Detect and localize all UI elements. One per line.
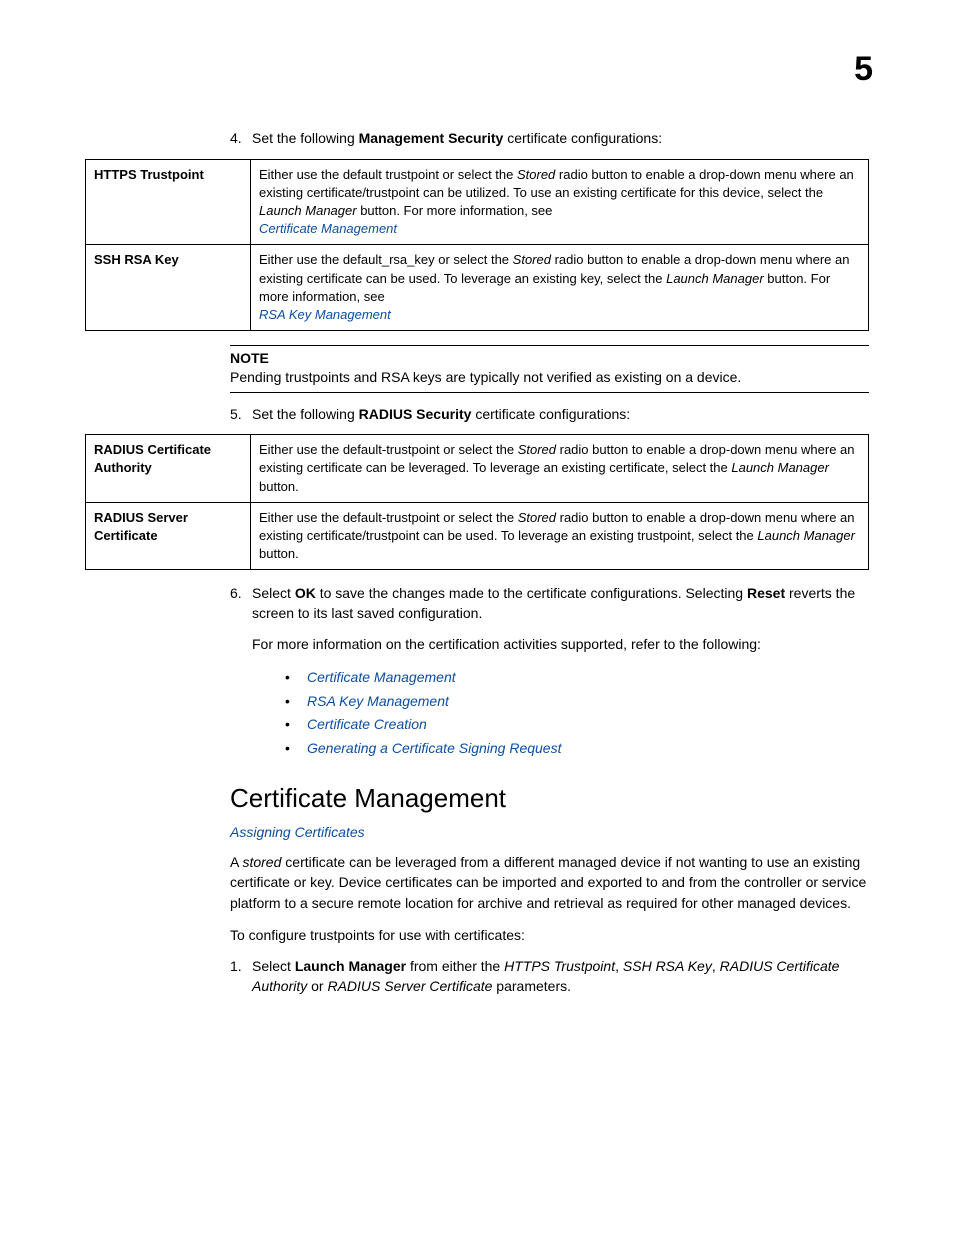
italic-text: Stored [518, 510, 556, 525]
section-heading: Certificate Management [230, 783, 869, 814]
step-number: 4. [230, 129, 252, 149]
bold-text: Management Security [359, 130, 504, 146]
text: button. For more information, see [357, 203, 553, 218]
text: Either use the default trustpoint or sel… [259, 167, 517, 182]
row-desc: Either use the default_rsa_key or select… [251, 245, 869, 331]
italic-text: SSH RSA Key [623, 958, 712, 974]
text: from either the [406, 958, 504, 974]
text: certificate can be leveraged from a diff… [230, 854, 866, 911]
bold-text: RADIUS Security [359, 406, 472, 422]
rule [230, 392, 869, 393]
text: to save the changes made to the certific… [316, 585, 747, 601]
text: , [712, 958, 720, 974]
step-text: Select Launch Manager from either the HT… [252, 957, 869, 996]
csr-link[interactable]: Generating a Certificate Signing Request [307, 740, 561, 756]
info-line: For more information on the certificatio… [252, 634, 869, 654]
text: Set the following [252, 130, 359, 146]
table-row: SSH RSA Key Either use the default_rsa_k… [86, 245, 869, 331]
step-number: 5. [230, 405, 252, 425]
text: button. [259, 546, 299, 561]
certificate-management-link[interactable]: Certificate Management [307, 669, 456, 685]
italic-text: stored [242, 854, 281, 870]
italic-text: Launch Manager [259, 203, 357, 218]
row-desc: Either use the default trustpoint or sel… [251, 159, 869, 245]
text: certificate configurations: [471, 406, 630, 422]
step-number: 1. [230, 957, 252, 996]
text: Either use the default-trustpoint or sel… [259, 442, 518, 457]
text: A [230, 854, 242, 870]
text: Select [252, 958, 295, 974]
chapter-number: 5 [85, 50, 873, 89]
italic-text: Launch Manager [666, 271, 764, 286]
rule [230, 345, 869, 346]
paragraph: To configure trustpoints for use with ce… [230, 925, 869, 945]
page: 5 4. Set the following Management Securi… [0, 0, 954, 1066]
rsa-key-management-link[interactable]: RSA Key Management [307, 693, 449, 709]
note-title: NOTE [230, 350, 869, 366]
text: button. [259, 479, 299, 494]
row-desc: Either use the default-trustpoint or sel… [251, 435, 869, 503]
step-5: 5. Set the following RADIUS Security cer… [230, 405, 869, 425]
text: , [615, 958, 623, 974]
text: parameters. [492, 978, 571, 994]
list-item: Certificate Creation [285, 713, 869, 737]
text: certificate configurations: [503, 130, 662, 146]
step-number: 6. [230, 584, 252, 623]
certificate-creation-link[interactable]: Certificate Creation [307, 716, 427, 732]
bold-text: Launch Manager [295, 958, 406, 974]
management-security-table: HTTPS Trustpoint Either use the default … [85, 159, 869, 332]
row-label: RADIUS Certificate Authority [86, 435, 251, 503]
table-row: HTTPS Trustpoint Either use the default … [86, 159, 869, 245]
step-4: 4. Set the following Management Security… [230, 129, 869, 149]
cm-step-1: 1. Select Launch Manager from either the… [230, 957, 869, 996]
certificate-management-link[interactable]: Certificate Management [259, 221, 397, 236]
italic-text: Launch Manager [757, 528, 855, 543]
rsa-key-management-link[interactable]: RSA Key Management [259, 307, 391, 322]
text: or [307, 978, 327, 994]
bold-text: Reset [747, 585, 785, 601]
italic-text: HTTPS Trustpoint [504, 958, 615, 974]
row-label: SSH RSA Key [86, 245, 251, 331]
text: Set the following [252, 406, 359, 422]
step-text: Set the following Management Security ce… [252, 129, 869, 149]
step-text: Select OK to save the changes made to th… [252, 584, 869, 623]
radius-security-table: RADIUS Certificate Authority Either use … [85, 434, 869, 570]
step-text: Set the following RADIUS Security certif… [252, 405, 869, 425]
section-sublink: Assigning Certificates [230, 824, 869, 840]
note-block: NOTE Pending trustpoints and RSA keys ar… [230, 345, 869, 393]
italic-text: Stored [518, 442, 556, 457]
list-item: RSA Key Management [285, 690, 869, 714]
text: Either use the default-trustpoint or sel… [259, 510, 518, 525]
italic-text: Stored [513, 252, 551, 267]
text: Select [252, 585, 295, 601]
list-item: Generating a Certificate Signing Request [285, 737, 869, 761]
row-desc: Either use the default-trustpoint or sel… [251, 502, 869, 570]
link-bullets: Certificate Management RSA Key Managemen… [285, 666, 869, 761]
step-6: 6. Select OK to save the changes made to… [230, 584, 869, 623]
note-text: Pending trustpoints and RSA keys are typ… [230, 368, 869, 388]
row-label: RADIUS Server Certificate [86, 502, 251, 570]
text: Either use the default_rsa_key or select… [259, 252, 513, 267]
list-item: Certificate Management [285, 666, 869, 690]
italic-text: RADIUS Server Certificate [327, 978, 492, 994]
assigning-certificates-link[interactable]: Assigning Certificates [230, 824, 365, 840]
table-row: RADIUS Server Certificate Either use the… [86, 502, 869, 570]
italic-text: Stored [517, 167, 555, 182]
italic-text: Launch Manager [731, 460, 829, 475]
row-label: HTTPS Trustpoint [86, 159, 251, 245]
bold-text: OK [295, 585, 316, 601]
table-row: RADIUS Certificate Authority Either use … [86, 435, 869, 503]
paragraph: A stored certificate can be leveraged fr… [230, 852, 869, 913]
